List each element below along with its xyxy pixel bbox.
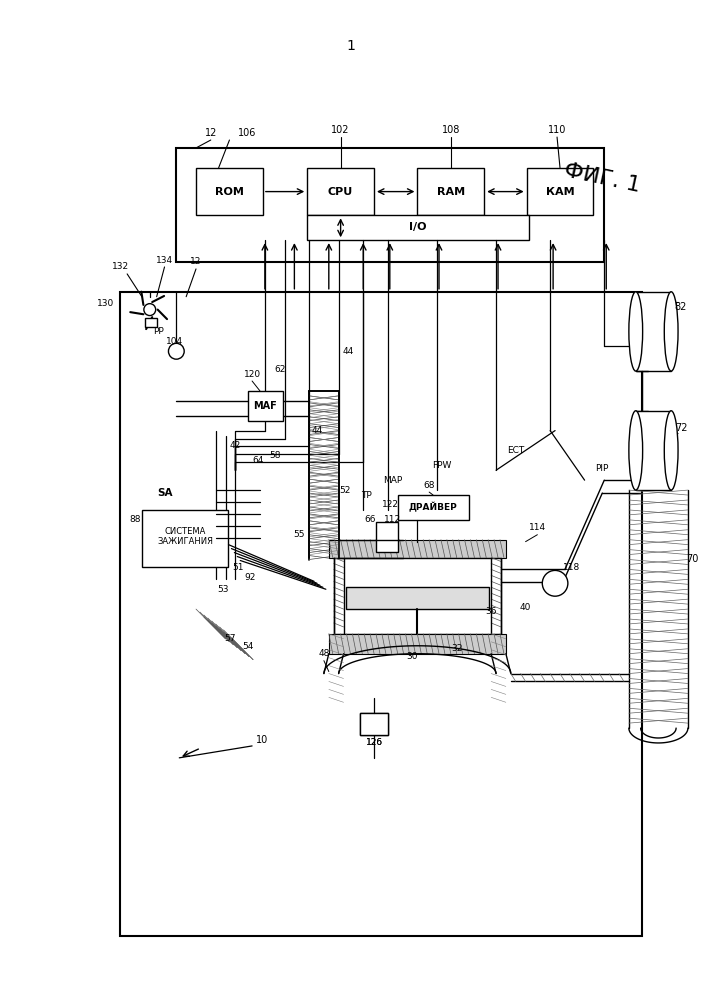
Bar [307, 215, 529, 240]
Text: 36: 36 [485, 607, 497, 616]
Text: 66: 66 [365, 515, 376, 524]
Text: 68: 68 [423, 481, 435, 490]
Bar [417, 168, 484, 215]
Text: 51: 51 [232, 563, 244, 572]
Text: 118: 118 [563, 563, 580, 572]
Text: 30: 30 [407, 652, 418, 661]
Text: КАМ: КАМ [546, 187, 574, 197]
Text: 10: 10 [256, 735, 268, 745]
Text: 114: 114 [529, 523, 546, 532]
Circle shape [144, 304, 156, 316]
Text: ECT: ECT [507, 446, 524, 455]
Text: 126: 126 [365, 738, 383, 747]
Text: 52: 52 [339, 486, 351, 495]
Bar [334, 558, 501, 634]
Text: ДРАЙВЕР: ДРАЙВЕР [409, 502, 458, 512]
Text: I/O: I/O [408, 222, 426, 232]
Text: 62: 62 [274, 365, 285, 374]
Bar [346, 587, 489, 609]
Text: 57: 57 [225, 634, 236, 643]
Bar [398, 495, 468, 520]
Bar [145, 318, 157, 327]
Bar [248, 391, 282, 421]
Bar [527, 168, 593, 215]
Text: 112: 112 [384, 515, 401, 524]
Text: 92: 92 [244, 573, 256, 582]
Text: PP: PP [153, 327, 164, 336]
Bar [360, 713, 388, 735]
Text: 40: 40 [520, 603, 532, 612]
Text: 82: 82 [675, 302, 687, 312]
Bar [360, 713, 388, 735]
Text: RAM: RAM [436, 187, 465, 197]
Bar [329, 540, 506, 558]
Text: FPW: FPW [432, 461, 452, 470]
Text: 106: 106 [238, 128, 256, 138]
Text: СИСТЕМА
ЗАЖИГАНИЯ: СИСТЕМА ЗАЖИГАНИЯ [157, 527, 213, 546]
Text: ROM: ROM [215, 187, 244, 197]
Text: 12: 12 [205, 128, 217, 138]
Bar [196, 168, 263, 215]
Text: 12: 12 [190, 257, 201, 266]
Ellipse shape [629, 411, 643, 490]
Bar [120, 292, 641, 936]
Text: 32: 32 [451, 644, 463, 653]
Ellipse shape [629, 292, 643, 371]
Text: 58: 58 [269, 451, 280, 460]
Text: MAP: MAP [383, 476, 403, 485]
Bar [176, 148, 604, 262]
Text: TP: TP [361, 491, 372, 500]
Text: 70: 70 [686, 554, 699, 564]
Text: 44: 44 [343, 347, 354, 356]
Text: PIP: PIP [596, 464, 609, 473]
Text: 120: 120 [244, 370, 260, 379]
Text: 44: 44 [311, 426, 322, 435]
Text: 110: 110 [548, 125, 566, 135]
Text: MAF: MAF [253, 401, 277, 411]
Text: 48: 48 [318, 649, 329, 658]
Text: 72: 72 [674, 423, 687, 433]
Text: 64: 64 [252, 456, 264, 465]
Text: 88: 88 [130, 515, 141, 524]
Ellipse shape [665, 411, 678, 490]
Ellipse shape [665, 292, 678, 371]
Text: 108: 108 [441, 125, 460, 135]
Text: 42: 42 [230, 441, 241, 450]
Circle shape [168, 343, 184, 359]
Text: 53: 53 [217, 585, 228, 594]
Text: CPU: CPU [328, 187, 353, 197]
Text: 55: 55 [294, 530, 305, 539]
Text: 122: 122 [382, 500, 399, 509]
Text: 102: 102 [332, 125, 350, 135]
Text: 132: 132 [112, 262, 129, 271]
Bar [376, 522, 398, 552]
Text: 54: 54 [242, 642, 254, 651]
Text: SA: SA [157, 488, 172, 498]
Text: 126: 126 [365, 738, 383, 747]
Text: 130: 130 [97, 299, 114, 308]
Bar [636, 411, 671, 490]
Text: 1: 1 [346, 39, 355, 53]
Bar [636, 292, 671, 371]
Bar [307, 168, 374, 215]
Text: 134: 134 [156, 256, 173, 265]
Text: 104: 104 [166, 337, 183, 346]
Bar [329, 634, 506, 654]
Bar [142, 510, 229, 567]
Circle shape [542, 570, 568, 596]
Text: ФИГ. 1: ФИГ. 1 [562, 160, 642, 196]
